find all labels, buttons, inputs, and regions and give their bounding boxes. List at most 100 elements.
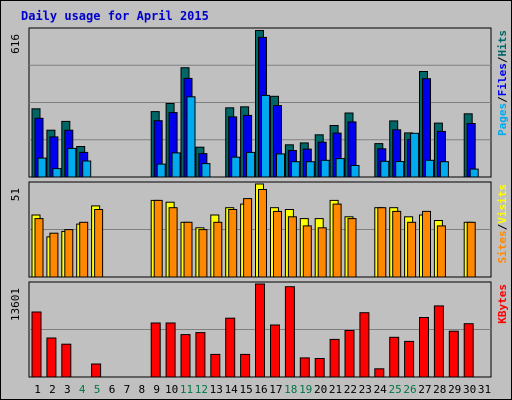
bar-sites-day-13 — [213, 221, 223, 278]
x-tick-label: 31 — [478, 383, 491, 396]
panel-requests: 616 Pages/Files/Hits — [9, 27, 509, 178]
bar-pages-day-24 — [380, 160, 390, 178]
bar-kbytes-day-11 — [180, 334, 191, 378]
bar-kbytes-day-16 — [255, 283, 265, 378]
bar-kbytes-day-25 — [389, 336, 400, 378]
bar-kbytes-day-10 — [165, 322, 176, 378]
bar-kbytes-day-27 — [419, 317, 429, 378]
panel-visitors: 51 Sites/Visits — [9, 181, 509, 278]
bar-kbytes-day-3 — [61, 343, 72, 378]
x-tick-label: 14 — [225, 383, 239, 396]
bar-sites-day-11 — [183, 221, 193, 278]
bar-pages-day-16 — [261, 94, 270, 178]
x-tick-label: 16 — [254, 383, 267, 396]
bar-kbytes-day-1 — [31, 311, 42, 378]
chart-title: Daily usage for April 2015 — [21, 9, 209, 23]
x-tick-label: 15 — [239, 383, 252, 396]
x-tick-label: 9 — [153, 383, 160, 396]
bar-pages-day-25 — [395, 161, 405, 178]
x-tick-label: 25 — [388, 383, 401, 396]
bar-sites-day-1 — [34, 218, 44, 278]
bar-sites-day-24 — [377, 207, 387, 278]
x-tick-label: 7 — [124, 383, 131, 396]
y-max-label: 616 — [9, 34, 22, 54]
bar-sites-day-16 — [258, 189, 267, 278]
bar-pages-day-19 — [305, 161, 315, 178]
bar-kbytes-day-21 — [329, 338, 340, 378]
x-axis-day-labels: 1 2 3 4 5 6 7 8 9 10 11 12 13 14 15 16 17 18 19 20 21 22 23 24 2… — [34, 383, 491, 396]
bar-sites-day-30 — [466, 221, 476, 278]
x-tick-label: 28 — [433, 383, 446, 396]
bar-pages-day-20 — [320, 159, 330, 178]
x-tick-label: 2 — [49, 383, 56, 396]
x-tick-label: 3 — [64, 383, 71, 396]
bar-pages-day-11 — [186, 96, 196, 178]
bar-sites-day-4 — [79, 221, 89, 278]
bar-kbytes-day-17 — [270, 324, 280, 378]
x-tick-label: 1 — [34, 383, 41, 396]
bar-sites-day-27 — [422, 210, 431, 278]
x-tick-label: 29 — [448, 383, 461, 396]
bar-sites-day-28 — [436, 225, 446, 278]
bar-kbytes-day-22 — [344, 330, 355, 378]
bar-kbytes-day-26 — [404, 340, 415, 378]
bar-sites-day-15 — [243, 198, 253, 278]
bar-sites-day-3 — [64, 229, 74, 278]
bar-kbytes-day-13 — [210, 353, 221, 378]
bar-sites-day-9 — [153, 199, 163, 278]
series-sites — [34, 189, 476, 278]
bar-kbytes-day-24 — [374, 368, 385, 378]
bar-sites-day-17 — [273, 210, 282, 278]
x-tick-label: 13 — [210, 383, 223, 396]
bar-pages-day-22 — [350, 165, 360, 178]
x-tick-label: 4 — [79, 383, 86, 396]
bar-pages-day-26 — [410, 132, 420, 178]
x-tick-label: 24 — [374, 383, 388, 396]
panel-kbytes: 13601 KBytes — [9, 281, 509, 378]
bar-sites-day-19 — [302, 225, 312, 278]
y-max-label: 13601 — [9, 288, 22, 321]
x-tick-label: 5 — [94, 383, 101, 396]
bar-sites-day-21 — [332, 203, 342, 278]
bar-kbytes-day-23 — [359, 312, 370, 378]
legend-entry: Sites — [496, 230, 509, 263]
x-tick-label: 11 — [180, 383, 193, 396]
legend-entry: Hits — [496, 30, 509, 57]
x-tick-label: 8 — [138, 383, 145, 396]
legend-visitors: Sites/Visits — [496, 184, 509, 264]
x-tick-label: 30 — [463, 383, 476, 396]
bar-kbytes-day-19 — [299, 357, 310, 378]
legend-entry: / — [496, 56, 509, 63]
series-pages — [37, 94, 479, 178]
bar-pages-day-14 — [231, 156, 241, 178]
series-kbytes — [31, 283, 474, 378]
x-tick-label: 19 — [299, 383, 312, 396]
bar-kbytes-day-30 — [463, 323, 474, 378]
bar-sites-day-20 — [317, 227, 327, 278]
bar-kbytes-day-18 — [284, 286, 295, 378]
x-tick-label: 21 — [329, 383, 342, 396]
legend-kbytes: KBytes — [496, 284, 509, 324]
legend-entry: KBytes — [496, 284, 509, 324]
legend-entry: / — [496, 223, 509, 230]
bar-kbytes-day-15 — [240, 353, 251, 378]
bar-kbytes-day-20 — [314, 358, 325, 378]
bar-pages-day-4 — [82, 160, 92, 178]
bar-sites-day-25 — [392, 210, 402, 278]
x-tick-label: 27 — [418, 383, 431, 396]
bar-pages-day-12 — [201, 163, 211, 178]
bar-pages-day-28 — [439, 161, 449, 178]
x-tick-label: 10 — [165, 383, 178, 396]
bar-pages-day-17 — [276, 153, 285, 178]
legend-entry: Visits — [496, 184, 509, 224]
x-tick-label: 22 — [344, 383, 357, 396]
legend-requests: Pages/Files/Hits — [496, 30, 509, 136]
bar-pages-day-3 — [67, 147, 77, 178]
bar-kbytes-day-28 — [433, 305, 444, 378]
bar-pages-day-18 — [290, 161, 300, 178]
x-tick-label: 18 — [284, 383, 297, 396]
bar-kbytes-day-9 — [150, 322, 161, 378]
bar-sites-day-12 — [198, 229, 208, 278]
